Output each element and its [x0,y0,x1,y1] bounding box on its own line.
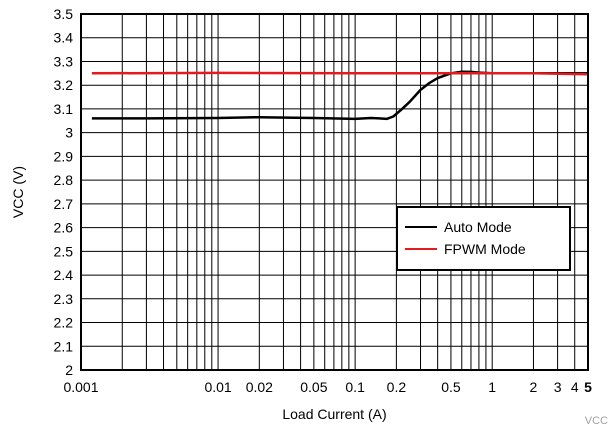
x-tick-label: 2 [530,379,538,395]
x-axis-title: Load Current (A) [282,406,386,422]
y-axis-title: VCC (V) [10,166,26,218]
y-tick-label: 3 [65,125,73,141]
plot-frame [80,13,589,371]
x-tick-label: 0.05 [300,379,327,395]
x-tick-label: 0.2 [387,379,407,395]
watermark: VCC [585,415,608,427]
legend-label-auto-mode: Auto Mode [444,219,512,235]
x-tick-label: 5 [584,379,592,395]
x-tick-label: 0.02 [246,379,273,395]
y-tick-label: 3.1 [54,101,74,117]
x-tick-label: 0.001 [63,379,98,395]
y-tick-label: 3.5 [54,6,74,22]
legend-label-fpwm-mode: FPWM Mode [444,241,526,257]
y-tick-label: 2 [65,362,73,378]
y-tick-label: 3.2 [54,77,74,93]
y-tick-label: 2.4 [54,267,74,283]
y-tick-label: 2.2 [54,315,74,331]
legend: Auto Mode FPWM Mode [396,206,571,271]
y-tick-label: 2.1 [54,338,74,354]
y-tick-label: 2.6 [54,220,74,236]
y-tick-label: 2.5 [54,243,74,259]
legend-box [396,206,571,271]
y-tick-label: 2.3 [54,291,74,307]
x-tick-label: 3 [554,379,562,395]
x-tick-label: 0.01 [204,379,231,395]
x-tick-label: 4 [571,379,579,395]
y-tick-label: 3.4 [54,30,74,46]
x-tick-labels: 0.001 0.01 0.02 0.05 0.1 0.2 0.5 1 2 3 4 5 [63,379,592,395]
y-tick-label: 2.9 [54,148,74,164]
series-lines [91,70,589,121]
y-tick-label: 3.3 [54,53,74,69]
y-tick-label: 2.8 [54,172,74,188]
y-tick-labels: 2 2.1 2.2 2.3 2.4 2.5 2.6 2.7 2.8 2.9 3 3.1 3.2 3.3 3.… [54,6,74,378]
x-tick-label: 1 [488,379,496,395]
series-line-fpwm-mode [91,71,589,76]
x-tick-label: 0.5 [441,379,461,395]
y-tick-label: 2.7 [54,196,74,212]
x-tick-label: 0.1 [345,379,365,395]
